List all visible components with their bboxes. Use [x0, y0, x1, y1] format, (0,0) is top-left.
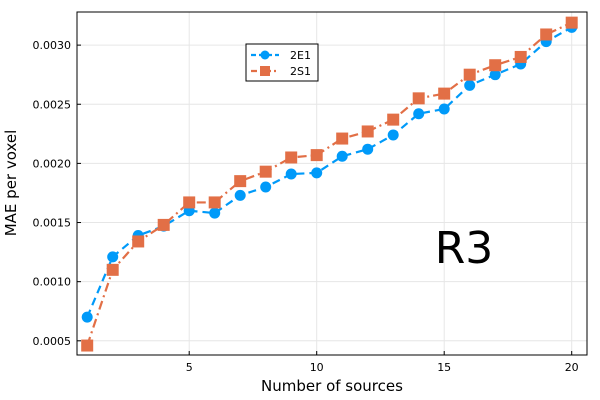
data-point	[463, 68, 476, 81]
data-point	[438, 87, 451, 100]
legend-label: 2S1	[290, 65, 311, 78]
data-point	[260, 181, 272, 193]
y-axis: 0.0005 0.0010 0.0015 0.0020 0.0025 0.0030	[33, 39, 81, 348]
legend-label: 2E1	[290, 49, 311, 62]
data-point	[540, 28, 553, 41]
series-2S1	[81, 16, 578, 352]
data-point	[412, 92, 425, 105]
data-point	[81, 311, 93, 323]
data-point	[336, 132, 349, 145]
y-tick-label: 0.0020	[33, 157, 72, 170]
data-point	[107, 251, 119, 263]
plot-frame	[76, 11, 588, 356]
data-point	[209, 207, 221, 219]
data-point	[514, 50, 527, 63]
series-2E1	[81, 21, 578, 323]
data-point	[132, 235, 145, 248]
x-axis-title: Number of sources	[261, 377, 403, 395]
data-point	[81, 339, 94, 352]
data-point	[311, 167, 323, 179]
data-point	[413, 108, 425, 120]
data-point	[259, 165, 272, 178]
x-axis: 5 10 15 20	[186, 351, 579, 374]
data-point	[362, 143, 374, 155]
data-point	[565, 16, 578, 29]
x-tick-label: 20	[565, 361, 579, 374]
y-tick-label: 0.0010	[33, 276, 72, 289]
x-tick-label: 10	[310, 361, 324, 374]
data-point	[106, 263, 119, 276]
y-axis-title: MAE per voxel	[2, 130, 20, 237]
y-tick-label: 0.0030	[33, 39, 72, 52]
data-point	[285, 151, 298, 164]
data-point	[234, 189, 246, 201]
data-point	[438, 103, 450, 115]
x-tick-label: 15	[437, 361, 451, 374]
data-point	[208, 196, 221, 209]
data-point	[157, 218, 170, 231]
data-point	[489, 59, 502, 72]
data-point	[183, 196, 196, 209]
data-point	[310, 149, 323, 162]
y-tick-label: 0.0005	[33, 335, 72, 348]
series	[81, 16, 578, 352]
data-point	[489, 69, 501, 81]
data-point	[234, 175, 247, 188]
legend-marker	[260, 50, 270, 60]
grid	[77, 12, 587, 355]
legend-item-2S1: 2S1	[251, 65, 311, 78]
y-tick-label: 0.0025	[33, 98, 72, 111]
legend-box	[245, 43, 319, 82]
legend-item-2E1: 2E1	[251, 49, 311, 62]
annotation-label: R3	[435, 223, 494, 274]
data-point	[387, 129, 399, 141]
y-tick-label: 0.0015	[33, 217, 72, 230]
data-point	[464, 79, 476, 91]
data-point	[387, 113, 400, 126]
x-tick-label: 5	[186, 361, 193, 374]
data-point	[336, 150, 348, 162]
data-point	[285, 168, 297, 180]
data-point	[361, 125, 374, 138]
legend-marker	[260, 66, 270, 76]
